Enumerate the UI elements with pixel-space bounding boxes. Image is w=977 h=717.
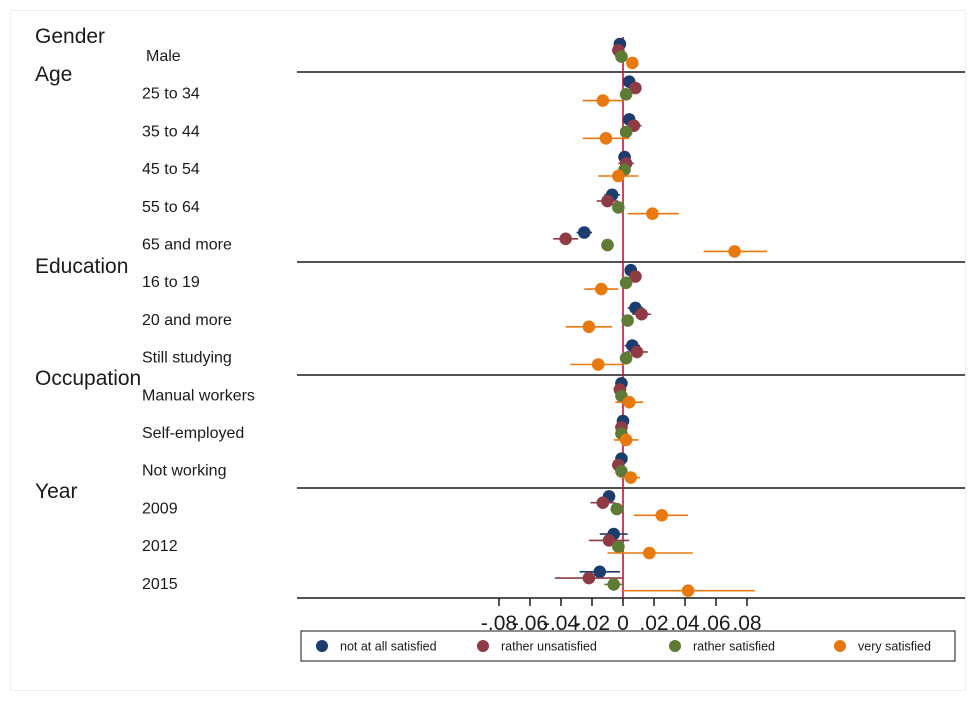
point-very-satisfied-16-to-19 [595,282,608,296]
point-very-satisfied-20-and-more [582,320,596,334]
category-label-35-to-44: 35 to 44 [142,123,200,140]
legend-marker-not-at-all-satisfied [316,640,328,652]
point-rather-satisfied-2015 [607,578,620,591]
point-rather-unsatisfied-still-studying [630,345,644,359]
x-tick-label: .08 [732,612,761,635]
category-label-16-to-19: 16 to 19 [142,274,200,291]
legend-label-rather-unsatisfied: rather unsatisfied [501,640,597,654]
point-rather-unsatisfied-55-to-64 [601,194,614,208]
x-tick-label: -.06 [512,612,548,635]
point-very-satisfied-still-studying [591,358,605,371]
legend-label-very-satisfied: very satisfied [858,640,931,654]
x-tick-label: -.08 [481,612,517,635]
x-axis: -.08-.06-.04-.02 0 .02.04.06.08 [297,597,965,635]
group-label-year: Year [35,480,77,503]
category-label-25-to-34: 25 to 34 [142,86,200,103]
category-label-not-working: Not working [142,463,226,480]
point-rather-unsatisfied-65-and-more [559,232,572,246]
point-very-satisfied-45-to-54 [612,169,625,183]
category-label-manual-workers: Manual workers [142,387,255,404]
point-very-satisfied-35-to-44 [599,132,613,145]
legend-label-rather-satisfied: rather satisfied [693,640,775,654]
x-tick-label: .02 [639,612,668,635]
point-very-satisfied-2012 [643,546,656,560]
point-very-satisfied-not-working [624,471,638,484]
point-very-satisfied-2009 [655,509,669,522]
point-rather-unsatisfied-2009 [596,496,610,510]
point-rather-satisfied-still-studying [619,351,633,365]
point-not-at-all-satisfied-2015 [593,565,607,579]
point-rather-satisfied-male [615,50,628,63]
legend-marker-rather-satisfied [669,640,681,652]
point-rather-unsatisfied-20-and-more [635,307,648,321]
point-rather-unsatisfied-2015 [582,571,596,585]
point-very-satisfied-self-employed [619,433,633,447]
category-label-self-employed: Self-employed [142,425,244,442]
legend-label-not-at-all-satisfied: not at all satisfied [340,640,437,654]
point-rather-unsatisfied-16-to-19 [629,270,642,283]
category-labels: Male 25 to 34 35 to 44 45 to 54 55 to 64 65 a… [142,48,255,593]
point-very-satisfied-manual-workers [622,395,636,409]
point-very-satisfied-25-to-34 [596,94,610,107]
group-separators [297,71,965,489]
category-label-55-to-64: 55 to 64 [142,199,200,216]
point-rather-satisfied-35-to-44 [619,125,633,139]
category-label-2009: 2009 [142,500,178,517]
point-rather-satisfied-not-working [615,465,628,478]
point-very-satisfied-2015 [681,584,695,597]
point-rather-satisfied-2009 [610,502,624,516]
x-tick-label: 0 [617,612,629,635]
category-label-45-to-54: 45 to 54 [142,161,200,178]
point-very-satisfied-male [626,56,639,70]
group-label-age: Age [35,63,72,86]
category-label-2015: 2015 [142,576,178,593]
point-rather-satisfied-55-to-64 [612,201,625,214]
point-very-satisfied-65-and-more [728,245,741,258]
x-tick-label: .04 [670,612,700,635]
legend-marker-very-satisfied [834,640,846,652]
x-tick-label: -.02 [574,612,610,635]
point-rather-satisfied-16-to-19 [619,276,633,290]
category-label-still-studying: Still studying [142,350,232,367]
x-tick-label: -.04 [543,612,580,635]
legend: not at all satisfied rather unsatisfied ra… [300,630,956,662]
category-label-65-and-more: 65 and more [142,237,232,254]
point-rather-unsatisfied-2012 [602,534,616,547]
group-label-education: Education [35,255,128,278]
point-rather-satisfied-65-and-more [601,238,614,252]
point-very-satisfied-55-to-64 [646,207,659,220]
group-labels: Gender Age Education Occupation Year [35,25,141,503]
group-label-gender: Gender [35,25,105,48]
group-label-occupation: Occupation [35,367,141,390]
series-marks [553,37,768,597]
point-rather-satisfied-20-and-more [621,314,634,327]
category-label-2012: 2012 [142,538,178,555]
legend-marker-rather-unsatisfied [477,640,489,652]
x-tick-label: .06 [701,612,730,635]
chart-frame [10,10,966,691]
category-label-male: Male [146,48,181,65]
point-rather-unsatisfied-25-to-34 [629,81,642,95]
point-not-at-all-satisfied-65-and-more [577,226,591,239]
category-label-20-and-more: 20 and more [142,312,232,329]
point-rather-satisfied-2012 [612,540,625,553]
series-very-satisfied [565,56,768,597]
point-rather-satisfied-25-to-34 [619,88,633,101]
